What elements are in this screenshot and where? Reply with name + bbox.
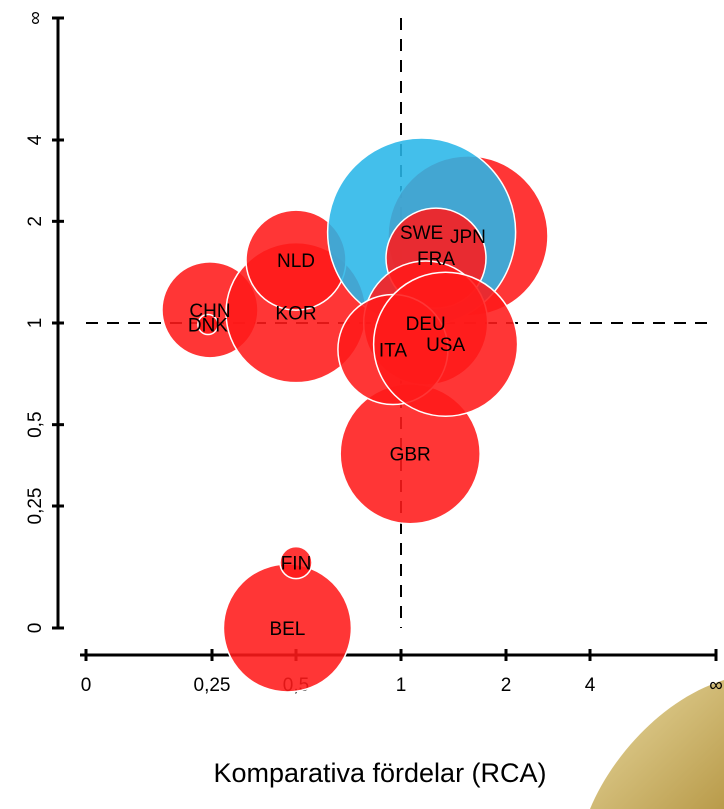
bubble-label: DNK	[188, 316, 228, 337]
x-tick-label: 2	[501, 675, 512, 696]
x-tick-label: 4	[585, 675, 596, 696]
y-tick-label: 2	[25, 216, 46, 227]
bubble-label: GBR	[390, 445, 431, 466]
bubble-label: KOR	[275, 304, 316, 325]
bubble-label: DEU	[406, 314, 446, 335]
x-tick-label: 1	[396, 675, 407, 696]
y-tick-label: 0,5	[25, 411, 46, 437]
bubble-label: ITA	[379, 341, 407, 362]
bubble	[197, 313, 219, 336]
y-tick-label: 4	[25, 134, 46, 145]
y-tick-label: 0	[25, 623, 46, 634]
x-tick-label: ∞	[709, 675, 723, 696]
bubble-label: BEL	[269, 619, 305, 640]
x-axis-label: Komparativa fördelar (RCA)	[213, 758, 546, 788]
decoration	[590, 680, 724, 809]
bubble	[372, 271, 519, 417]
bubble-label: USA	[426, 335, 465, 356]
y-tick-label: 1	[25, 318, 46, 329]
bubble-label: JPN	[450, 227, 486, 248]
bubble-label: FRA	[417, 249, 455, 270]
x-tick-label: 0,25	[194, 675, 231, 696]
bubble-label: FIN	[281, 554, 312, 575]
bubble-label: NLD	[277, 251, 315, 272]
bubble-label: SWE	[400, 223, 443, 244]
bubble-label: CHN	[189, 301, 230, 322]
plot-area: 00,250,5124∞00,250,5124∞BELFINGBRCHNDNKK…	[25, 11, 723, 696]
bubble	[279, 545, 313, 580]
y-tick-label: 0,25	[25, 488, 46, 525]
y-tick-label: ∞	[25, 11, 46, 25]
x-tick-label: 0	[81, 675, 92, 696]
